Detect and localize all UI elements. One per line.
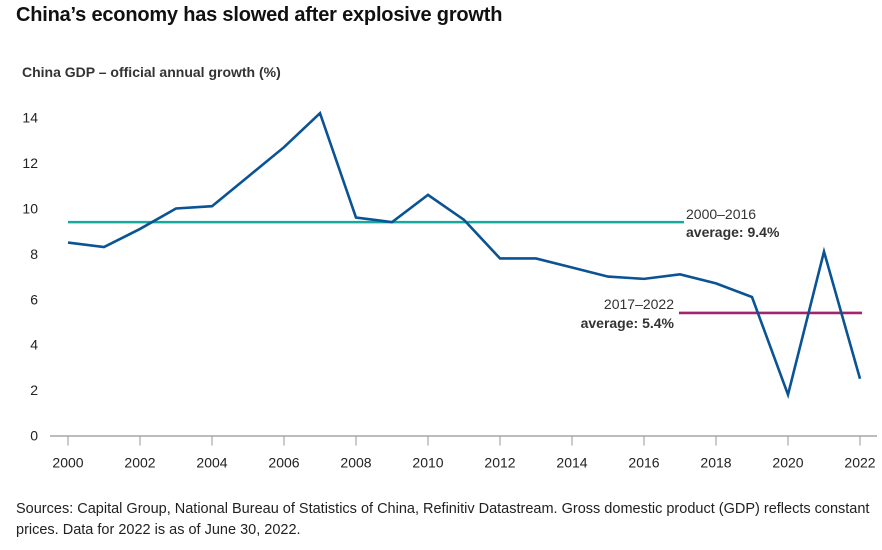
annotation-average: average: 5.4%	[581, 315, 675, 331]
y-tick-label: 0	[30, 428, 38, 444]
y-axis: 0 2 4 6 8 10 12 14	[22, 110, 38, 444]
x-tick-label: 2000	[52, 455, 83, 471]
x-tick-label: 2014	[556, 455, 587, 471]
annotation-period: 2000–2016	[686, 206, 756, 222]
reference-lines	[68, 220, 862, 315]
annotation-period: 2017–2022	[604, 296, 674, 312]
x-tick-label: 2018	[700, 455, 731, 471]
y-tick-label: 10	[22, 201, 38, 217]
y-tick-label: 4	[30, 337, 38, 353]
annotations: 2000–2016 average: 9.4% 2017–2022 average: …	[581, 206, 780, 331]
x-tick-label: 2022	[844, 455, 875, 471]
x-tick-label: 2002	[124, 455, 155, 471]
y-tick-label: 6	[30, 291, 38, 307]
y-tick-label: 2	[30, 382, 38, 398]
chart-title: China’s economy has slowed after explosi…	[16, 4, 503, 26]
x-tick-label: 2004	[196, 455, 227, 471]
x-tick-label: 2010	[412, 455, 443, 471]
y-tick-label: 14	[22, 110, 38, 126]
chart-subtitle: China GDP – official annual growth (%)	[22, 64, 281, 80]
series-group	[67, 110, 862, 400]
x-axis: 2000 2002 2004 2006 2008 2010 2012 2014 2016 2018…	[50, 435, 877, 471]
x-tick-label: 2020	[772, 455, 803, 471]
x-tick-label: 2006	[268, 455, 299, 471]
y-tick-label: 8	[30, 246, 38, 262]
x-tick-label: 2012	[484, 455, 515, 471]
x-tick-label: 2008	[340, 455, 371, 471]
series-line	[67, 110, 862, 400]
y-tick-label: 12	[22, 155, 38, 171]
footnote: Sources: Capital Group, National Bureau …	[16, 501, 870, 538]
x-tick-label: 2016	[628, 455, 659, 471]
annotation-average: average: 9.4%	[686, 224, 780, 240]
